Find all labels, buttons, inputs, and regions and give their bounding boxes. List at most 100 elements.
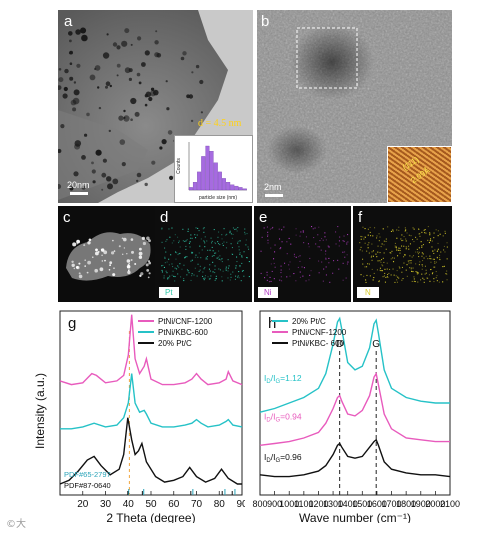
map-pixel (384, 281, 386, 283)
panel-label-f: f (358, 209, 363, 226)
histogram-bar (205, 145, 210, 191)
map-pixel (439, 233, 441, 235)
nanoparticle (108, 269, 111, 271)
map-pixel (175, 258, 177, 260)
map-pixel (374, 227, 376, 229)
map-pixel (274, 244, 276, 246)
map-pixel (214, 242, 216, 244)
map-pixel (443, 249, 445, 251)
nanoparticle (124, 67, 131, 74)
map-pixel (422, 253, 424, 255)
map-pixel (431, 246, 433, 248)
map-pixel (295, 280, 297, 282)
map-pixel (315, 243, 317, 245)
x-tick-label: 1700 (382, 499, 402, 509)
nanoparticle (191, 71, 194, 74)
map-pixel (203, 227, 205, 229)
map-pixel (171, 274, 173, 276)
map-pixel (209, 249, 211, 251)
map-pixel (346, 242, 348, 244)
nanoparticle (138, 81, 142, 85)
map-pixel (211, 242, 213, 244)
map-pixel (372, 255, 374, 257)
map-pixel (281, 280, 283, 282)
d-spacing-label: 2.09Å (409, 165, 432, 186)
nanoparticle (62, 93, 68, 99)
nanoparticle (58, 68, 62, 71)
nanoparticle (80, 27, 87, 34)
map-pixel (244, 231, 246, 233)
map-pixel (286, 276, 288, 278)
map-pixel (284, 262, 286, 264)
map-pixel (310, 270, 312, 272)
map-pixel (412, 255, 414, 257)
map-pixel (384, 272, 386, 274)
nanoparticle (72, 107, 77, 112)
map-pixel (248, 276, 250, 278)
nanoparticle (75, 29, 81, 35)
map-pixel (386, 262, 388, 264)
panel-e-ni-map: e Ni (254, 206, 351, 302)
nanoparticle (86, 112, 90, 117)
map-pixel (401, 245, 403, 247)
map-pixel (221, 261, 223, 263)
map-pixel (430, 261, 432, 263)
nanoparticle (81, 34, 88, 42)
map-pixel (219, 244, 221, 246)
map-pixel (164, 247, 166, 249)
map-pixel (333, 260, 335, 262)
map-pixel (231, 253, 233, 255)
map-pixel (401, 240, 403, 242)
map-pixel (435, 229, 437, 231)
map-pixel (405, 238, 407, 240)
map-pixel (399, 267, 401, 269)
map-pixel (161, 271, 163, 273)
nanoparticle (139, 247, 142, 251)
map-pixel (232, 233, 234, 235)
nanoparticle (58, 184, 62, 189)
map-pixel (335, 243, 337, 245)
map-pixel (205, 257, 207, 259)
map-pixel (417, 251, 419, 253)
map-pixel (309, 257, 311, 259)
panel-label-b: b (261, 13, 270, 30)
map-pixel (369, 275, 371, 277)
element-label-pt: Pt (159, 287, 179, 298)
nanoparticle (105, 85, 108, 89)
map-pixel (241, 262, 243, 264)
map-pixel (417, 253, 419, 255)
map-pixel (212, 261, 214, 263)
map-pixel (214, 252, 216, 254)
map-pixel (303, 267, 305, 269)
map-pixel (369, 231, 371, 233)
nanoparticle (146, 269, 150, 272)
map-pixel (186, 256, 188, 258)
map-pixel (346, 263, 348, 265)
map-pixel (263, 227, 265, 229)
histogram-bar (213, 162, 218, 191)
map-pixel (329, 281, 331, 283)
nanoparticle (123, 247, 126, 249)
map-pixel (195, 254, 197, 256)
nanoparticle (95, 149, 102, 156)
map-pixel (436, 250, 438, 252)
map-pixel (393, 257, 395, 259)
map-pixel (335, 231, 337, 233)
map-pixel (328, 257, 330, 259)
map-pixel (435, 277, 437, 279)
map-pixel (177, 254, 179, 256)
map-pixel (174, 280, 176, 282)
map-pixel (227, 270, 229, 272)
map-pixel (202, 275, 204, 277)
map-pixel (290, 243, 292, 245)
map-pixel (400, 238, 402, 240)
map-pixel (389, 268, 391, 270)
map-pixel (272, 226, 274, 228)
map-pixel (338, 245, 340, 247)
map-pixel (377, 260, 379, 262)
map-pixel (267, 242, 269, 244)
map-pixel (266, 271, 268, 273)
map-pixel (216, 257, 218, 259)
map-pixel (344, 256, 346, 258)
nanoparticle (87, 241, 91, 245)
